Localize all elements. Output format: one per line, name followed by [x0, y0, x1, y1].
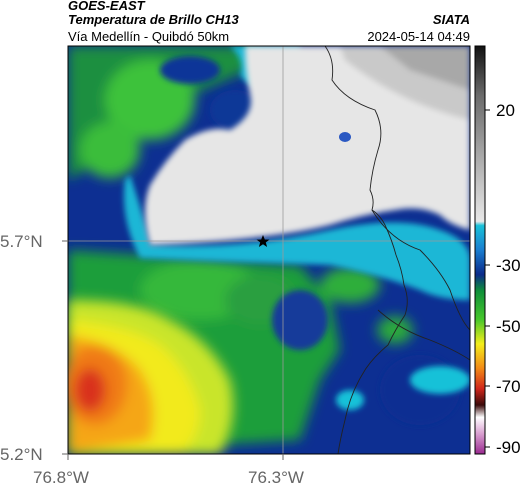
product-title: Temperatura de Brillo CH13: [68, 12, 239, 27]
brightness-temperature-field: [68, 46, 470, 454]
region-label: Vía Medellín - Quibdó 50km: [68, 29, 230, 44]
colorbar-label: -50: [496, 317, 521, 336]
lat-tick-label: 5.2°N: [0, 445, 43, 464]
org-label: SIATA: [432, 12, 470, 27]
satellite-title: GOES-EAST: [68, 0, 145, 13]
colorbar-label: -30: [496, 256, 521, 275]
datetime-label: 2024-05-14 04:49: [367, 29, 470, 44]
colorbar-label: -90: [496, 438, 521, 457]
colorbar: [474, 45, 490, 455]
lat-tick-label: 5.7°N: [0, 232, 43, 251]
colorbar-label: 20: [496, 101, 515, 120]
coastline: [324, 46, 408, 454]
lon-tick-label: 76.8°W: [33, 468, 89, 487]
colorbar-label: -70: [496, 377, 521, 396]
border-line-south: [377, 309, 470, 361]
star-marker: [256, 235, 270, 247]
border-line: [371, 209, 470, 331]
lon-tick-label: 76.3°W: [248, 468, 304, 487]
